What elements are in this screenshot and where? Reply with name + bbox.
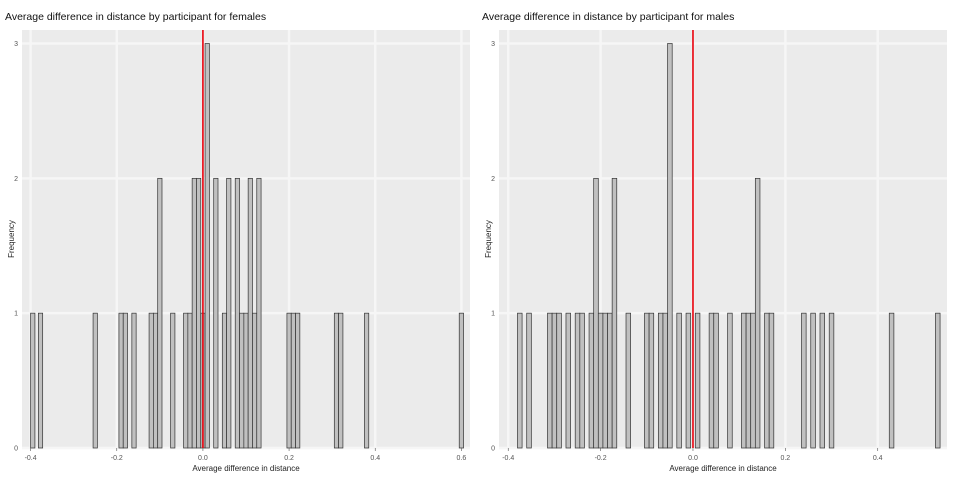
histogram-bar	[526, 312, 532, 449]
histogram-bar	[588, 312, 595, 449]
histogram-bar	[333, 312, 339, 449]
histogram-bar	[657, 312, 664, 449]
histogram-bar	[458, 312, 464, 449]
histogram-bar	[648, 312, 655, 449]
x-tick-label: 0.0	[198, 455, 208, 462]
histogram-bar	[170, 312, 176, 449]
histogram-bar	[286, 312, 292, 449]
histogram-bar	[183, 312, 189, 449]
chart-panel-males: Average difference in distance by partic…	[477, 0, 954, 486]
histogram-bar	[593, 177, 599, 449]
y-tick-label: 1	[14, 311, 18, 318]
histogram-bar	[607, 312, 613, 449]
histogram-bar	[551, 312, 558, 449]
x-tick-label: 0.4	[873, 455, 883, 462]
x-tick-label: -0.4	[25, 455, 37, 462]
histogram-bar	[118, 312, 124, 449]
x-tick-label: 0.4	[370, 455, 380, 462]
histogram-bar	[644, 312, 650, 449]
y-tick-label: 3	[14, 41, 18, 48]
histogram-males: -0.4 -0.2 0.0 0.2 0.4 0 1 2 3 Average difference …	[484, 30, 947, 473]
histogram-bar	[148, 312, 154, 449]
y-tick-label: 3	[491, 41, 495, 48]
x-tick-label: -0.4	[502, 455, 514, 462]
histogram-bar	[153, 312, 159, 449]
histogram-bar	[745, 312, 752, 449]
histogram-bar	[234, 177, 240, 449]
x-tick-label: 0.0	[688, 455, 698, 462]
histogram-bar	[338, 312, 344, 449]
histogram-bar	[239, 312, 245, 449]
histogram-bar	[810, 312, 816, 449]
histogram-bar	[252, 312, 258, 449]
histogram-bar	[213, 177, 219, 449]
histogram-bar	[685, 312, 692, 449]
histogram-bar	[768, 312, 775, 449]
histogram-bar	[574, 312, 581, 449]
histogram-bar	[290, 312, 296, 449]
histogram-bar	[38, 312, 44, 449]
histogram-bar	[295, 312, 301, 449]
histogram-bar	[187, 312, 193, 449]
chart-title: Average difference in distance by partic…	[5, 11, 267, 23]
histogram-bar	[727, 312, 733, 449]
histogram-bar	[131, 312, 137, 449]
histogram-bar	[579, 312, 585, 449]
histogram-bar	[625, 312, 631, 449]
histogram-females: -0.4 -0.2 0.0 0.2 0.4 0.6 0 1 2 3 Average differen…	[7, 30, 470, 473]
histogram-bar	[517, 312, 523, 449]
histogram-bar	[754, 177, 761, 449]
histogram-bar	[801, 312, 807, 449]
histogram-bar	[191, 177, 197, 449]
histogram-bar	[713, 312, 719, 449]
histogram-bar	[597, 312, 604, 449]
histogram-bar	[750, 312, 756, 449]
histogram-bar	[256, 177, 262, 449]
histogram-bar	[196, 177, 202, 449]
histogram-bar	[247, 177, 253, 449]
x-tick-label: 0.6	[457, 455, 467, 462]
histogram-bar	[708, 312, 715, 449]
y-tick-label: 2	[491, 176, 495, 183]
y-tick-label: 0	[491, 446, 495, 453]
histogram-bar	[676, 312, 682, 449]
x-tick-label: 0.2	[284, 455, 294, 462]
histogram-bar	[828, 312, 835, 449]
histogram-bar	[741, 312, 747, 449]
histogram-bar	[694, 312, 701, 449]
histogram-bar	[547, 312, 553, 449]
histogram-bar	[662, 312, 668, 449]
histogram-bar	[157, 177, 163, 449]
histogram-bar	[667, 43, 673, 449]
x-axis-title: Average difference in distance	[192, 464, 300, 473]
histogram-bar	[364, 312, 370, 449]
plot-background	[499, 30, 947, 448]
histogram-bar	[565, 312, 571, 449]
y-axis-title: Frequency	[484, 220, 493, 258]
histogram-bar	[92, 312, 98, 449]
histogram-bar	[764, 312, 770, 449]
histogram-bar	[226, 177, 232, 449]
chart-panel-females: Average difference in distance by partic…	[5, 11, 470, 473]
chart-title: Average difference in distance by partic…	[482, 11, 735, 23]
x-tick-label: 0.2	[780, 455, 790, 462]
x-tick-label: -0.2	[111, 455, 123, 462]
histogram-bar	[243, 312, 249, 449]
y-axis-title: Frequency	[7, 220, 16, 258]
x-axis-title: Average difference in distance	[669, 464, 777, 473]
y-tick-label: 2	[14, 176, 18, 183]
histogram-bar	[819, 312, 825, 449]
histogram-bar	[221, 312, 227, 449]
y-tick-label: 0	[14, 446, 18, 453]
histogram-bar	[122, 312, 128, 449]
histogram-bar	[888, 312, 895, 449]
histogram-bar	[611, 177, 618, 449]
histogram-bar	[30, 312, 36, 449]
histogram-bar	[204, 43, 210, 449]
histogram-bar	[935, 312, 941, 449]
histogram-bar	[602, 312, 608, 449]
histogram-bar	[556, 312, 562, 449]
x-tick-label: -0.2	[595, 455, 607, 462]
y-tick-label: 1	[491, 311, 495, 318]
